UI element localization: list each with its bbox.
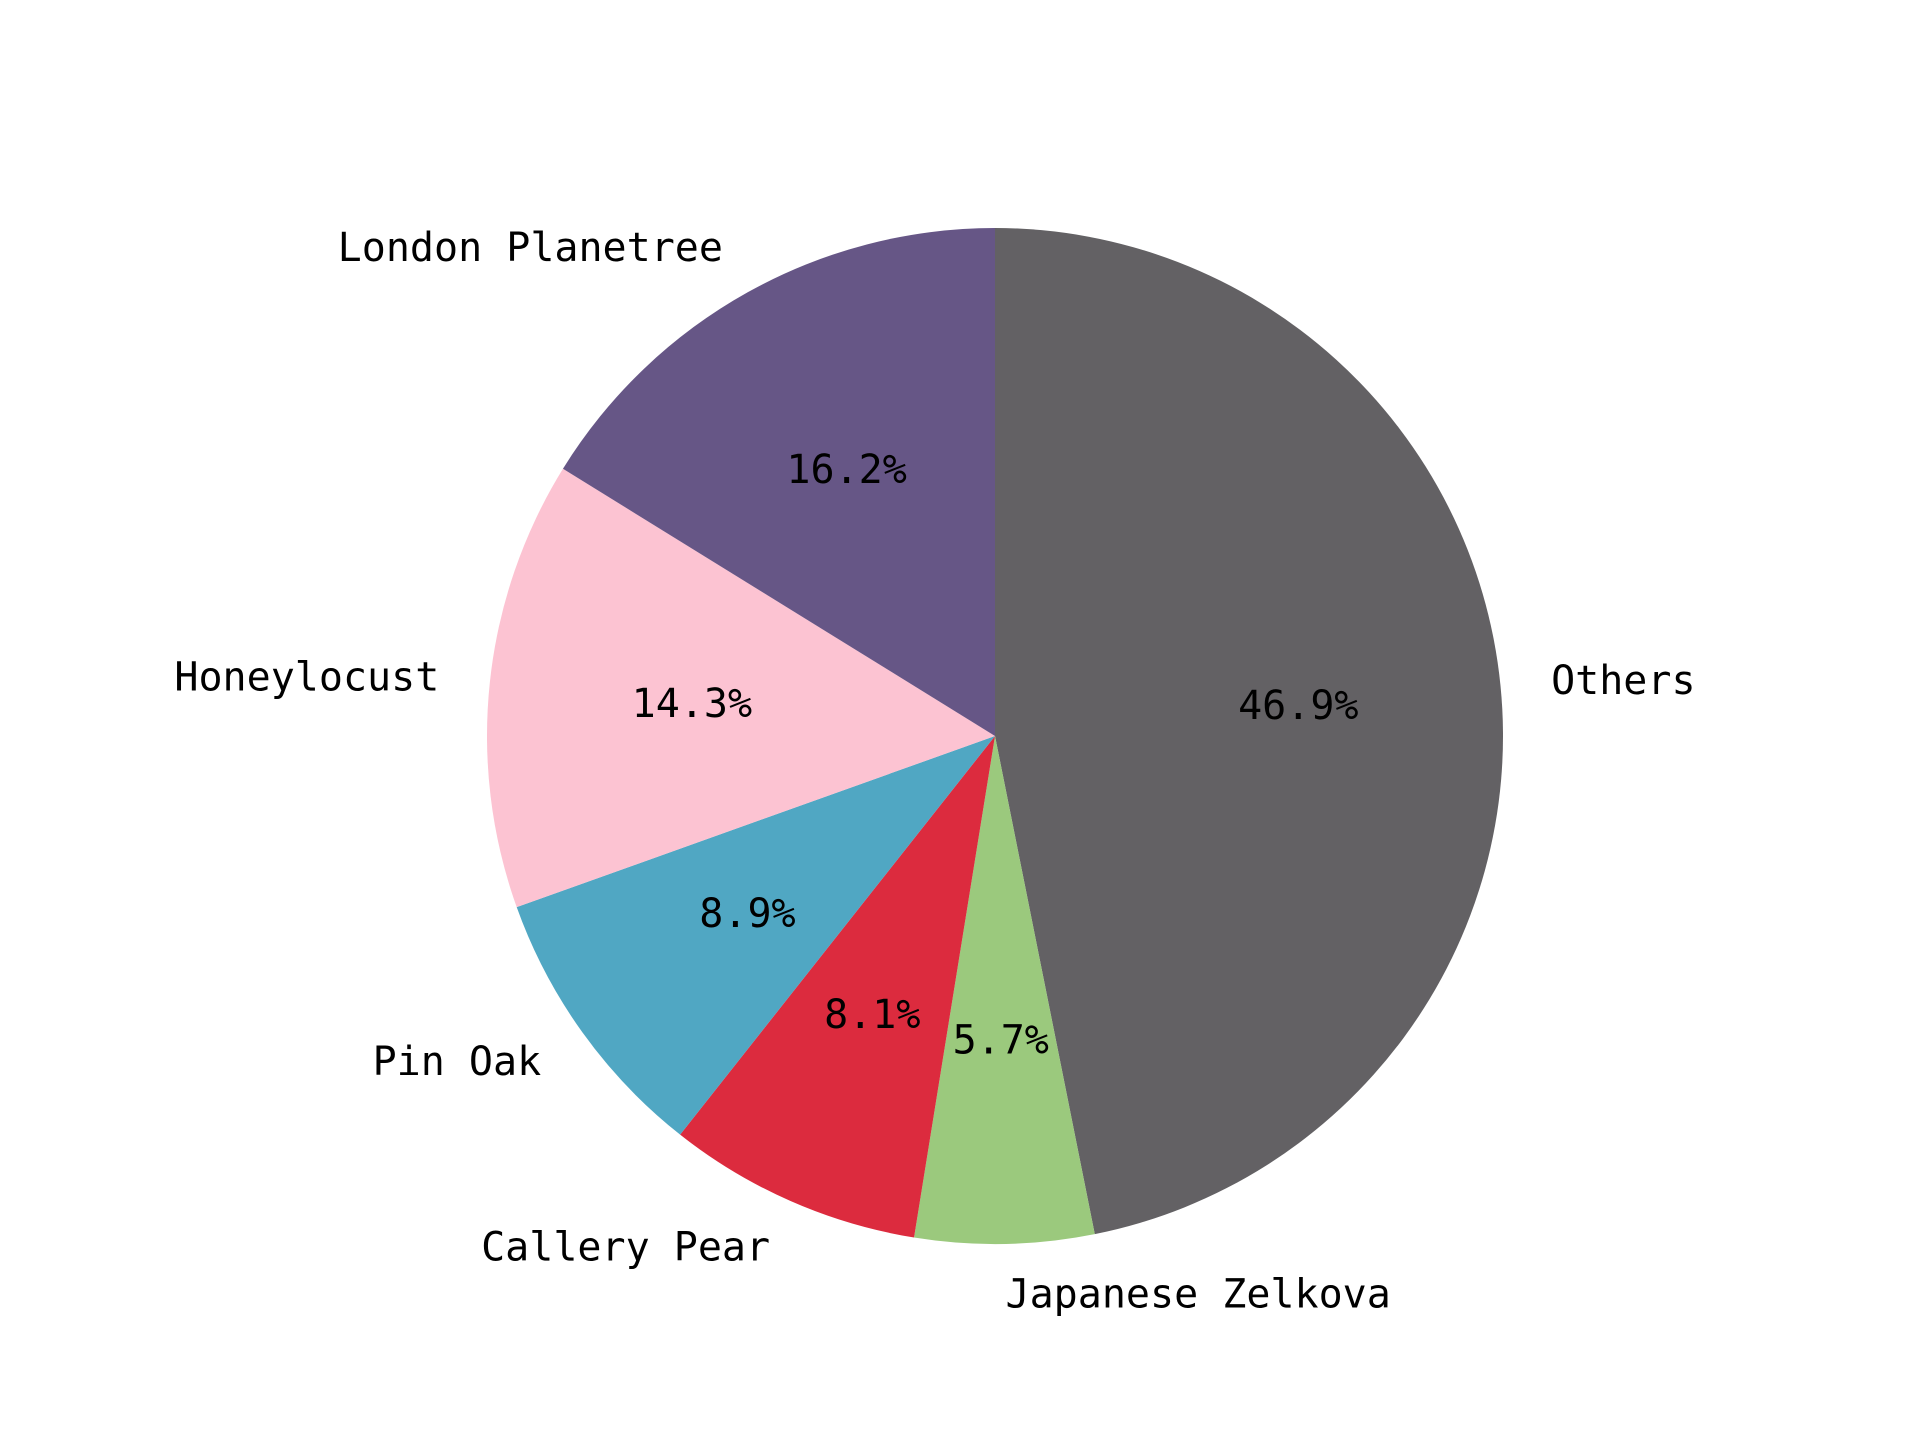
slice-label-london-planetree: London Planetree [338,225,723,271]
pie-slice-honeylocust [487,468,995,908]
slice-label-pin-oak: Pin Oak [373,1039,542,1085]
pct-label-callery-pear: 8.1% [824,992,920,1038]
pie-slices [487,228,1503,1244]
pie-slice-japanese-zelkova [914,736,1095,1244]
pie-slice-callery-pear [680,736,995,1238]
pct-label-others: 46.9% [1238,683,1358,729]
pie-slice-london-planetree [562,228,995,736]
pie-slice-pin-oak [516,736,995,1135]
slice-label-honeylocust: Honeylocust [174,654,439,700]
pct-label-japanese-zelkova: 5.7% [953,1018,1049,1064]
slice-label-japanese-zelkova: Japanese Zelkova [1006,1272,1391,1318]
slice-label-others: Others [1551,658,1696,704]
pct-label-london-planetree: 16.2% [786,447,906,493]
pie-labels: 46.9% Others 5.7% Japanese Zelkova 8.1% Calle… [174,225,1695,1318]
pct-label-pin-oak: 8.9% [699,891,795,937]
pie-slice-others [995,228,1503,1235]
pct-label-honeylocust: 14.3% [632,681,752,727]
slice-label-callery-pear: Callery Pear [481,1225,770,1271]
